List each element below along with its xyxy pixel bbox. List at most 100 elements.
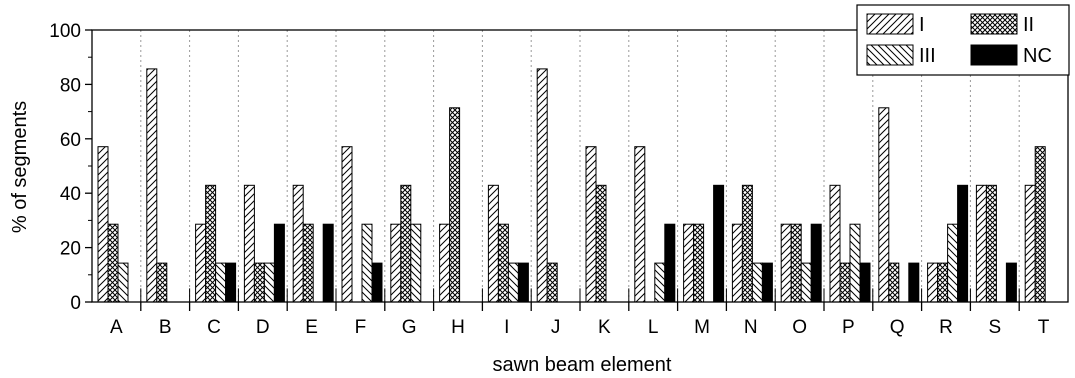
bar-Q-NC: [908, 262, 920, 303]
y-tick-label: 80: [60, 75, 81, 96]
bar-Q-II: [888, 262, 900, 303]
bar-P-NC: [859, 262, 871, 303]
bar-H-I: [439, 223, 451, 303]
bar-N-III: [751, 262, 763, 303]
bar-O-I: [780, 223, 792, 303]
bar-G-I: [390, 223, 402, 303]
bar-R-NC: [957, 184, 969, 303]
x-tick-label: E: [305, 317, 318, 338]
x-tick-label: F: [355, 317, 367, 338]
bar-K-I: [585, 146, 597, 303]
bar-G-II: [400, 184, 412, 303]
legend-swatch-II: [970, 13, 1018, 35]
x-tick-label: Q: [890, 317, 905, 338]
x-tick-label: D: [256, 317, 270, 338]
category-separators: [140, 30, 1020, 302]
legend-swatch-NC: [970, 44, 1018, 66]
bar-T-I: [1024, 184, 1036, 303]
bar-S-I: [975, 184, 987, 303]
bar-R-III: [947, 223, 959, 303]
x-tick-label: G: [402, 317, 417, 338]
bar-I-II: [497, 223, 509, 303]
x-tick-label: H: [451, 317, 465, 338]
x-tick-label: N: [744, 317, 758, 338]
bar-C-III: [215, 262, 227, 303]
bar-A-II: [107, 223, 119, 303]
legend-label-NC: NC: [1023, 45, 1052, 67]
bar-R-II: [937, 262, 949, 303]
x-tick-label: R: [939, 317, 953, 338]
bar-H-II: [449, 107, 461, 303]
bar-L-NC: [664, 223, 676, 303]
legend-swatch-III: [866, 44, 914, 66]
bar-C-I: [195, 223, 207, 303]
bar-G-III: [410, 223, 422, 303]
bar-C-II: [205, 184, 217, 303]
legend-swatch-I: [866, 13, 914, 35]
x-tick-label: C: [207, 317, 221, 338]
bar-M-NC: [713, 184, 725, 303]
x-tick-label: L: [648, 317, 659, 338]
bar-D-I: [243, 184, 255, 303]
y-tick-label: 100: [49, 21, 81, 42]
bar-Q-I: [878, 107, 890, 303]
bar-P-II: [839, 262, 851, 303]
legend-label-II: II: [1023, 14, 1034, 36]
x-tick-label: B: [159, 317, 172, 338]
bar-M-I: [683, 223, 695, 303]
bar-C-NC: [225, 262, 237, 303]
bar-F-NC: [371, 262, 383, 303]
y-tick-label: 20: [60, 239, 81, 260]
bar-T-II: [1034, 146, 1046, 303]
y-axis-title: % of segments: [9, 101, 31, 233]
bar-I-III: [507, 262, 519, 303]
bars: [97, 68, 1046, 303]
bar-O-NC: [810, 223, 822, 303]
bar-N-I: [731, 223, 743, 303]
y-tick-label: 0: [70, 293, 81, 314]
bar-L-I: [634, 146, 646, 303]
x-tick-label: A: [110, 317, 123, 338]
bar-J-II: [546, 262, 558, 303]
bar-O-III: [800, 262, 812, 303]
bar-B-I: [146, 68, 158, 303]
x-tick-label: S: [988, 317, 1001, 338]
bar-R-I: [927, 262, 939, 303]
bar-M-II: [693, 223, 705, 303]
x-tick-label: O: [792, 317, 807, 338]
bar-A-I: [97, 146, 109, 303]
bar-E-NC: [322, 223, 334, 303]
bar-N-II: [741, 184, 753, 303]
bar-D-II: [253, 262, 265, 303]
bar-I-NC: [517, 262, 529, 303]
bar-P-III: [849, 223, 861, 303]
bar-O-II: [790, 223, 802, 303]
bar-B-II: [156, 262, 168, 303]
y-tick-label: 60: [60, 130, 81, 151]
bar-J-I: [536, 68, 548, 303]
bar-L-III: [654, 262, 666, 303]
x-tick-label: M: [694, 317, 710, 338]
x-tick-label: J: [551, 317, 561, 338]
x-tick-label: I: [504, 317, 509, 338]
bar-E-II: [302, 223, 314, 303]
bar-A-III: [117, 262, 129, 303]
x-axis-title: sawn beam element: [493, 354, 672, 376]
bar-F-III: [361, 223, 373, 303]
bar-D-III: [263, 262, 275, 303]
x-tick-label: T: [1038, 317, 1050, 338]
bar-K-II: [595, 184, 607, 303]
legend-label-III: III: [919, 45, 936, 67]
bar-D-NC: [273, 223, 285, 303]
x-tick-label: P: [842, 317, 855, 338]
legend-label-I: I: [919, 14, 925, 36]
x-tick-label: K: [598, 317, 611, 338]
bar-E-I: [292, 184, 304, 303]
bar-N-NC: [761, 262, 773, 303]
bar-P-I: [829, 184, 841, 303]
bar-S-NC: [1005, 262, 1017, 303]
bar-S-II: [985, 184, 997, 303]
axes: 0 20 40 60 80 100 A B C D E F G H I J K L M N O P Q R S T: [49, 21, 1069, 338]
bar-F-I: [341, 146, 353, 303]
